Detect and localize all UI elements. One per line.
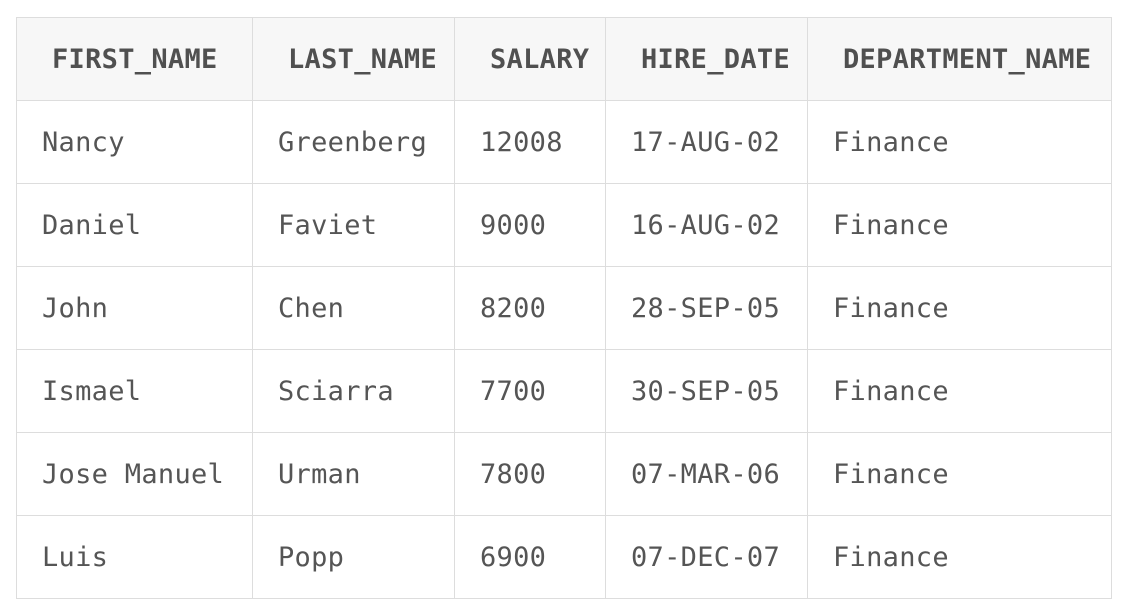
- cell-department-name: Finance: [807, 349, 1112, 433]
- cell-first-name: Nancy: [16, 100, 253, 184]
- cell-last-name: Greenberg: [252, 100, 455, 184]
- cell-salary: 9000: [454, 183, 606, 267]
- table-row: Luis Popp 6900 07-DEC-07 Finance: [16, 515, 1112, 599]
- cell-hire-date: 16-AUG-02: [605, 183, 808, 267]
- cell-hire-date: 30-SEP-05: [605, 349, 808, 433]
- results-table: FIRST_NAME LAST_NAME SALARY HIRE_DATE DE…: [16, 17, 1112, 599]
- cell-salary: 6900: [454, 515, 606, 599]
- cell-department-name: Finance: [807, 515, 1112, 599]
- cell-first-name: Luis: [16, 515, 253, 599]
- cell-salary: 8200: [454, 266, 606, 350]
- cell-department-name: Finance: [807, 100, 1112, 184]
- cell-department-name: Finance: [807, 266, 1112, 350]
- cell-salary: 7800: [454, 432, 606, 516]
- table-row: Nancy Greenberg 12008 17-AUG-02 Finance: [16, 100, 1112, 184]
- table-row: Ismael Sciarra 7700 30-SEP-05 Finance: [16, 349, 1112, 433]
- table-header: FIRST_NAME LAST_NAME SALARY HIRE_DATE DE…: [16, 17, 1112, 101]
- table-row: Daniel Faviet 9000 16-AUG-02 Finance: [16, 183, 1112, 267]
- column-header-hire-date: HIRE_DATE: [605, 17, 808, 101]
- cell-first-name: John: [16, 266, 253, 350]
- cell-first-name: Ismael: [16, 349, 253, 433]
- header-row: FIRST_NAME LAST_NAME SALARY HIRE_DATE DE…: [16, 17, 1112, 101]
- results-table-container: FIRST_NAME LAST_NAME SALARY HIRE_DATE DE…: [16, 17, 1112, 599]
- table-body: Nancy Greenberg 12008 17-AUG-02 Finance …: [16, 100, 1112, 599]
- cell-department-name: Finance: [807, 183, 1112, 267]
- cell-last-name: Sciarra: [252, 349, 455, 433]
- cell-salary: 7700: [454, 349, 606, 433]
- table-row: Jose Manuel Urman 7800 07-MAR-06 Finance: [16, 432, 1112, 516]
- cell-hire-date: 17-AUG-02: [605, 100, 808, 184]
- cell-last-name: Popp: [252, 515, 455, 599]
- cell-last-name: Chen: [252, 266, 455, 350]
- table-row: John Chen 8200 28-SEP-05 Finance: [16, 266, 1112, 350]
- cell-department-name: Finance: [807, 432, 1112, 516]
- cell-first-name: Daniel: [16, 183, 253, 267]
- column-header-last-name: LAST_NAME: [252, 17, 455, 101]
- column-header-first-name: FIRST_NAME: [16, 17, 253, 101]
- cell-last-name: Faviet: [252, 183, 455, 267]
- cell-last-name: Urman: [252, 432, 455, 516]
- cell-hire-date: 28-SEP-05: [605, 266, 808, 350]
- cell-salary: 12008: [454, 100, 606, 184]
- column-header-department-name: DEPARTMENT_NAME: [807, 17, 1112, 101]
- cell-hire-date: 07-MAR-06: [605, 432, 808, 516]
- cell-first-name: Jose Manuel: [16, 432, 253, 516]
- column-header-salary: SALARY: [454, 17, 606, 101]
- cell-hire-date: 07-DEC-07: [605, 515, 808, 599]
